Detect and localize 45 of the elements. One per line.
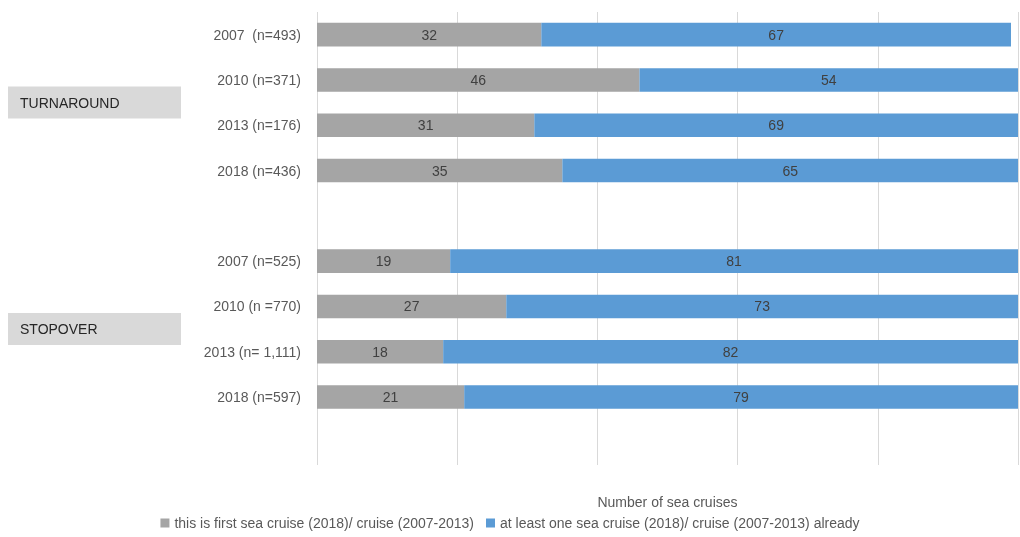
y-tick-label: 2007 (n=493) — [213, 26, 301, 43]
data-label: 27 — [403, 298, 420, 315]
bar — [317, 68, 640, 92]
bar — [541, 22, 1011, 47]
data-label: 19 — [375, 253, 392, 270]
bar — [639, 68, 1018, 92]
bar — [317, 158, 563, 183]
bar — [464, 385, 1018, 409]
bar — [317, 339, 444, 364]
y-tick-label: 2010 (n=371) — [217, 71, 301, 88]
legend-label: this is first sea cruise (2018)/ cruise (2007-2013) — [174, 515, 475, 531]
bar — [450, 249, 1018, 273]
data-label: 81 — [726, 253, 743, 270]
legend-label: at least one sea cruise (2018)/ cruise (2007-2013) already — [500, 515, 860, 531]
bar — [317, 249, 451, 273]
data-label: 82 — [722, 343, 739, 360]
text: STOPOVER — [20, 321, 98, 338]
data-label: 73 — [754, 298, 771, 315]
bar — [562, 158, 1018, 183]
data-label: 54 — [820, 71, 837, 88]
bar — [317, 22, 542, 47]
bar — [317, 294, 507, 319]
data-label: 32 — [421, 26, 438, 43]
data-label: 79 — [733, 389, 750, 406]
x-axis-title: Number of sea cruises — [597, 494, 738, 510]
y-tick-label: 2007 (n=525) — [217, 253, 301, 270]
data-label: 18 — [372, 343, 389, 360]
text: TURNAROUND — [20, 94, 120, 111]
y-tick-label: 2013 (n= 1,111) — [203, 343, 301, 360]
data-label: 21 — [382, 389, 399, 406]
bar — [506, 294, 1018, 319]
y-tick-label: 2018 (n=436) — [217, 162, 301, 179]
y-tick-label: 2018 (n=597) — [217, 389, 301, 406]
data-label: 31 — [417, 117, 434, 134]
bar — [317, 385, 465, 409]
bar — [317, 113, 535, 138]
data-label: 65 — [782, 162, 799, 179]
y-tick-label: 2013 (n=176) — [217, 117, 301, 134]
data-label: 35 — [431, 162, 448, 179]
y-tick-label: 2010 (n =770) — [213, 298, 301, 315]
data-label: 69 — [768, 117, 785, 134]
bar — [534, 113, 1018, 138]
data-label: 46 — [470, 71, 487, 88]
bar — [443, 339, 1018, 364]
data-label: 67 — [768, 26, 785, 43]
